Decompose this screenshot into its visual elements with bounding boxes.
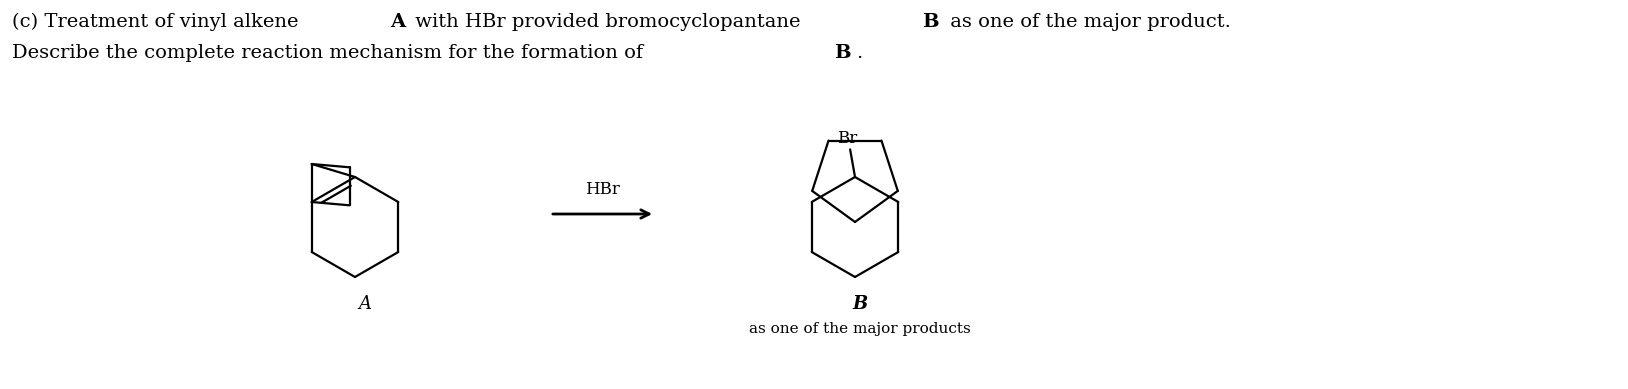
Text: as one of the major products: as one of the major products [749,322,970,336]
Text: (c) Treatment of vinyl alkene: (c) Treatment of vinyl alkene [11,13,304,31]
Text: A: A [389,13,405,31]
Text: as one of the major product.: as one of the major product. [944,13,1231,31]
Text: with HBr provided bromocyclopantane: with HBr provided bromocyclopantane [409,13,807,31]
Text: B: B [923,13,939,31]
Text: Br: Br [837,130,858,147]
Text: HBr: HBr [584,181,620,198]
Text: B: B [853,295,868,313]
Text: .: . [856,44,863,62]
Text: A: A [358,295,371,313]
Text: Describe the complete reaction mechanism for the formation of: Describe the complete reaction mechanism… [11,44,650,62]
Text: B: B [835,44,851,62]
